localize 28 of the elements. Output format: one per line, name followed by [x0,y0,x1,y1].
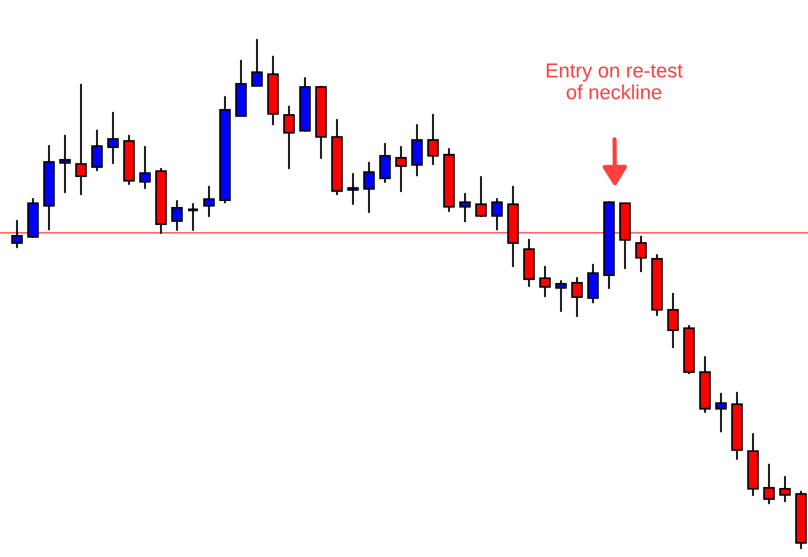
candlestick [779,475,791,503]
candlestick [139,145,151,190]
candlestick [571,276,583,318]
candlestick [91,128,103,172]
candlestick [59,134,71,194]
candlestick [555,279,567,313]
candlestick [283,104,295,170]
candlestick [635,234,647,273]
candlestick [203,184,215,218]
candlestick [347,172,359,206]
candlestick [379,142,391,184]
candlestick [75,82,87,196]
annotation: Entry on re-test of neckline [546,64,683,100]
candlestick [251,38,263,87]
candlestick [763,462,775,506]
candlestick [11,219,23,250]
candlestick [186,202,200,232]
candlestick [107,111,119,165]
candlestick [491,197,503,232]
candlestick [539,265,551,298]
candlestick [395,145,407,193]
candlestick [459,192,471,223]
candlestick [427,113,439,166]
candlestick [171,199,183,232]
candlestick [475,175,487,218]
candlestick [667,292,679,349]
candlestick [363,161,375,214]
candlestick [715,392,727,434]
